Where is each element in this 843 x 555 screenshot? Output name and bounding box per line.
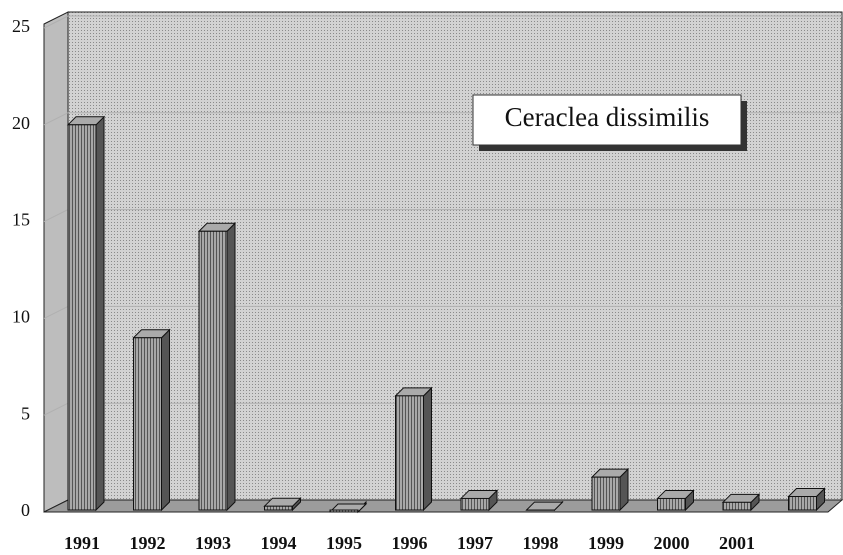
legend-box: Ceraclea dissimilis xyxy=(472,94,747,151)
y-tick-label: 20 xyxy=(12,113,30,133)
grid-line-side xyxy=(43,209,69,223)
bar-side xyxy=(226,222,236,512)
bar-front xyxy=(788,496,817,511)
grid-line-side xyxy=(43,15,69,29)
x-tick-label: 2000 xyxy=(654,533,690,553)
box xyxy=(472,94,742,146)
bar xyxy=(787,487,826,512)
chart-title: Ceraclea dissimilis xyxy=(505,102,710,132)
bar xyxy=(132,328,171,512)
bar-front xyxy=(591,476,621,511)
bar-front xyxy=(67,124,97,511)
y-tick-label: 5 xyxy=(21,403,30,423)
x-tick-label: 1997 xyxy=(457,533,493,553)
grid-line-side xyxy=(43,402,69,416)
bar xyxy=(656,489,695,512)
bar-side xyxy=(161,328,170,512)
bar-front xyxy=(395,395,424,511)
y-tick-label: 10 xyxy=(12,307,30,327)
grid-line-side xyxy=(43,112,69,126)
bar-front xyxy=(198,230,228,511)
x-tick-label: 1994 xyxy=(261,533,297,553)
back-wall xyxy=(67,11,843,501)
bar xyxy=(721,493,761,512)
x-tick-label: 1999 xyxy=(588,533,624,553)
side-wall xyxy=(43,11,69,513)
x-tick-label: 1995 xyxy=(326,533,362,553)
grid-line-side xyxy=(43,305,69,319)
bar xyxy=(328,500,368,514)
x-tick-label: 1996 xyxy=(392,533,428,553)
y-tick-label: 25 xyxy=(12,16,30,36)
y-tick-label: 15 xyxy=(12,210,30,230)
x-tick-label: 1998 xyxy=(523,533,559,553)
bar-side xyxy=(423,386,432,512)
bar-front xyxy=(460,497,490,511)
bar-front xyxy=(722,501,752,511)
y-tick-label: 0 xyxy=(21,500,30,520)
bar xyxy=(590,467,630,512)
bar xyxy=(263,496,302,512)
floor xyxy=(43,499,843,513)
bar-front xyxy=(657,497,686,511)
bar xyxy=(66,115,106,512)
bar xyxy=(525,500,564,512)
bar xyxy=(197,222,237,512)
x-tick-label: 1992 xyxy=(130,533,166,553)
bar xyxy=(394,386,433,512)
bar xyxy=(459,489,499,512)
bar-front xyxy=(133,337,162,511)
bar-front xyxy=(329,509,359,513)
x-tick-label: 1993 xyxy=(195,533,231,553)
x-tick-label: 1991 xyxy=(64,533,100,553)
x-tick-label: 2001 xyxy=(719,533,755,553)
bar-side xyxy=(95,115,105,512)
bar-front xyxy=(264,505,293,511)
